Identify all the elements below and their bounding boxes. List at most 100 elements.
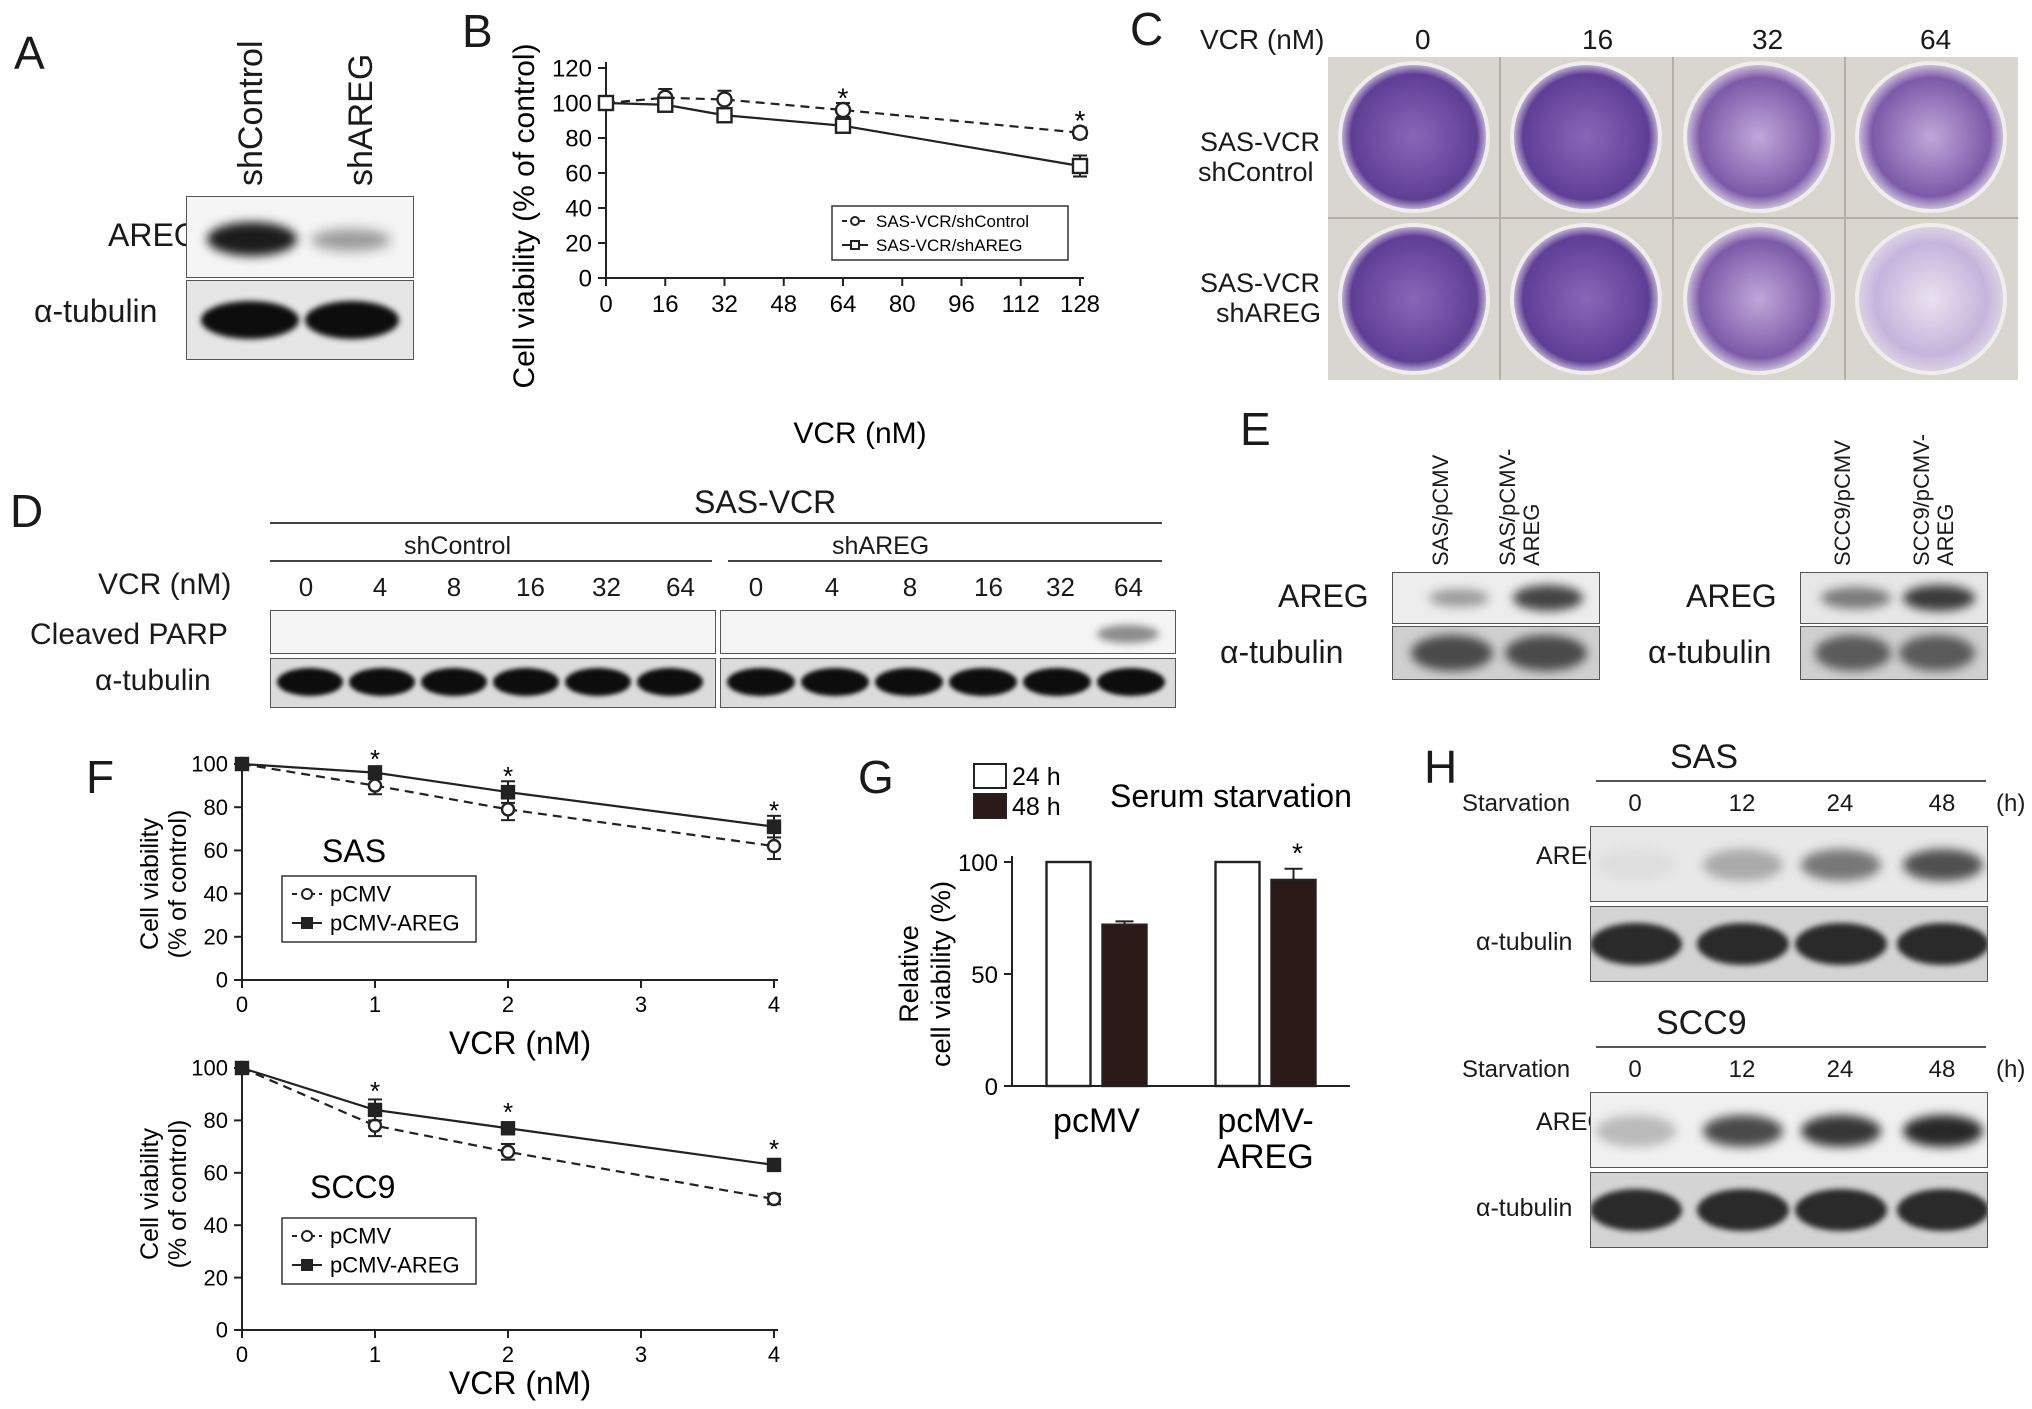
F-SAS-xtick-label: 2 (502, 992, 514, 1017)
chart-g-significance-star: * (1292, 838, 1303, 869)
chart-g-bar (1214, 860, 1261, 1088)
panel-h-top-title: SAS (1670, 738, 1739, 776)
tubulin-band (637, 668, 703, 696)
blot-tubulin-d (270, 658, 716, 708)
F-SCC9-ytick-label: 0 (216, 1318, 228, 1343)
chart-f-sas-ylabel-2: (% of control) (164, 810, 192, 959)
B-xtick-label: 80 (889, 291, 916, 318)
time-label: 24 (1826, 790, 1854, 817)
time-label: 0 (1628, 790, 1642, 817)
F-SAS-ytick-label: 40 (204, 881, 228, 906)
B-ytick-label: 60 (565, 160, 592, 187)
panel-label-d: D (10, 485, 44, 537)
F-SAS-significance-star: * (503, 761, 513, 791)
time-label: 48 (1928, 790, 1956, 817)
unit-label: (h) (1996, 790, 2026, 817)
F-SAS-xtick-label: 0 (236, 992, 248, 1017)
F-SCC9-significance-star: * (503, 1097, 513, 1127)
blot-tubulin (186, 280, 414, 360)
F-SCC9-xtick-label: 1 (369, 1342, 381, 1367)
tubulin-band (349, 668, 415, 696)
B-point-square (597, 94, 615, 112)
divider-d-group1 (270, 560, 712, 562)
tubulin-band (1591, 923, 1682, 965)
F-SAS-point-square (367, 765, 383, 780)
blot-tubulin-h (1590, 1172, 1988, 1248)
F-SCC9-xtick-label: 0 (236, 1342, 248, 1367)
F-SCC9-point-square (234, 1060, 250, 1076)
B-ytick-label: 40 (565, 195, 592, 222)
F-SCC9-xtick-label: 2 (502, 1342, 514, 1367)
chart-f-sas-ylabel-1: Cell viability (136, 818, 164, 950)
B-legend-box (831, 205, 1069, 261)
panel-label-b: B (462, 5, 493, 57)
dose-label-d: 8 (902, 572, 918, 602)
tubulin-band (1897, 923, 1987, 965)
F-SAS-significance-star: * (370, 744, 380, 774)
B-xtick-label: 0 (599, 291, 612, 318)
unit-label: (h) (1996, 1056, 2026, 1083)
lane-e-scc9-pcmv-areg: SCC9/pCMV-AREG (1909, 433, 1958, 566)
F-SAS-ytick-label: 60 (204, 838, 228, 863)
starvation-label: Starvation (1462, 1056, 1571, 1083)
chart-b-xlabel: VCR (nM) (793, 417, 926, 450)
F-SAS-series-line-1 (241, 762, 775, 828)
chart-f-sas-xlabel: VCR (nM) (449, 1025, 591, 1061)
divider-d-top (270, 522, 1162, 524)
row-label-tubulin-h: α-tubulin (1476, 1194, 1573, 1222)
dose-c-0: 0 (1415, 24, 1431, 55)
F-SAS-ytick-label: 0 (216, 968, 228, 993)
areg-band (1596, 849, 1676, 881)
blot-e2-areg (1800, 572, 1988, 624)
lane-label-shareg: shAREG (342, 53, 380, 186)
panel-d-title: SAS-VCR (694, 484, 837, 520)
F-SAS-point-circle (367, 778, 383, 793)
chart-g-legend-swatch (973, 763, 1007, 789)
chart-g-ytick-label: 0 (985, 1074, 998, 1101)
tubulin-band (565, 668, 631, 696)
dose-label-d: 16 (974, 572, 1003, 602)
tubulin-band (1795, 923, 1887, 965)
F-SAS-ytick-label: 100 (191, 752, 228, 777)
B-point-square (834, 117, 852, 134)
lane-label-shcontrol: shControl (232, 40, 270, 186)
blot-cleaved-parp-2 (720, 610, 1176, 654)
F-SCC9-xtick-label: 4 (768, 1342, 780, 1367)
dose-label-d: 32 (592, 572, 621, 602)
blot-areg-h (1590, 1092, 1988, 1168)
chart-g-ylabel-2: cell viability (%) (926, 881, 956, 1067)
F-SAS-series-line-0 (241, 762, 775, 848)
vcr-label-d: VCR (nM) (98, 568, 232, 601)
dose-label-d: 8 (446, 572, 462, 602)
areg-band (1903, 849, 1983, 881)
row-label-tubulin-d: α-tubulin (95, 664, 211, 697)
B-point-square (1071, 157, 1089, 175)
F-SCC9-legend-label: pCMV-AREG (330, 1253, 460, 1278)
B-ytick-label: 0 (579, 265, 592, 292)
lane-e-sas-pcmv-areg: SAS/pCMV-AREG (1495, 448, 1544, 566)
time-label: 48 (1928, 1056, 1956, 1083)
F-SAS-legend-label: pCMV (330, 882, 391, 907)
chart-g-ytick-label: 100 (958, 850, 998, 877)
dose-label-d: 0 (298, 572, 314, 602)
chart-g: Serum starvation Relative cell viability… (894, 763, 1352, 1176)
tubulin-band (1097, 668, 1165, 696)
tubulin-band (727, 668, 795, 696)
group-label-shareg: shAREG (832, 532, 930, 560)
F-SAS-legend-label: pCMV-AREG (330, 911, 460, 936)
B-ytick-label: 20 (565, 230, 592, 257)
dose-label-d: 4 (824, 572, 840, 602)
chart-g-ytick-label: 50 (971, 962, 998, 989)
areg-band (1596, 1115, 1676, 1147)
row-label-areg-e2: AREG (1686, 578, 1777, 614)
panel-label-c: C (1130, 3, 1164, 55)
chart-g-category-label: pcMV (1053, 1102, 1140, 1140)
dose-c-16: 16 (1582, 24, 1614, 55)
dose-label-d: 4 (372, 572, 388, 602)
F-SAS-ytick-label: 20 (204, 925, 228, 950)
tubulin-band (1795, 1189, 1887, 1231)
chart-f-scc9-xlabel: VCR (nM) (449, 1365, 591, 1401)
blot-tubulin-h (1590, 906, 1988, 982)
F-SCC9-significance-star: * (769, 1134, 779, 1164)
tubulin-band (421, 668, 487, 696)
